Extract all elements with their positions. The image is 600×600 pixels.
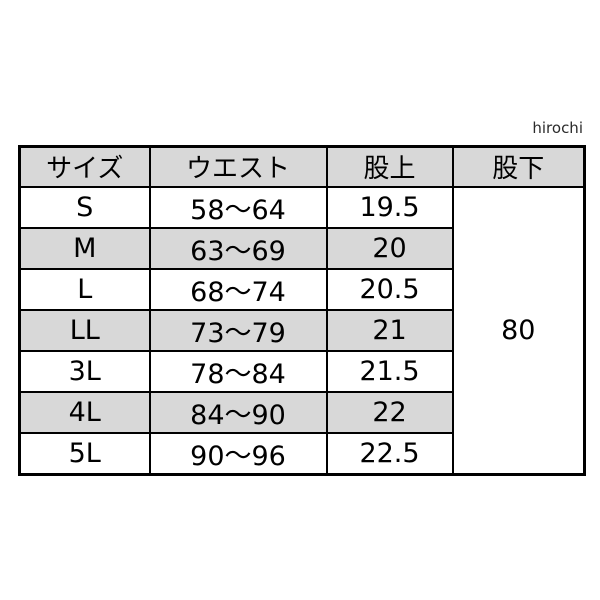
waist-cell: 90〜96 xyxy=(148,431,328,475)
waist-cell: 68〜74 xyxy=(148,267,328,311)
table-row-ll: LL 73〜79 21 xyxy=(18,308,585,352)
inseam-merged-cell: 80 xyxy=(451,185,586,475)
watermark-text: hirochi xyxy=(532,119,583,137)
header-row: サイズ ウエスト 股上 股下 xyxy=(18,145,586,188)
size-cell: S xyxy=(18,185,151,229)
size-cell: M xyxy=(18,226,151,270)
header-cell-waist: ウエスト xyxy=(148,145,328,188)
header-cell-inseam: 股下 xyxy=(451,145,586,188)
table-row-4l: 4L 84〜90 22 xyxy=(18,390,585,434)
rise-cell: 20.5 xyxy=(325,267,454,311)
size-cell: L xyxy=(18,267,151,311)
rise-cell: 19.5 xyxy=(325,185,454,229)
rise-cell: 22.5 xyxy=(325,431,454,475)
size-table: サイズ ウエスト 股上 股下 S 58〜64 19.5 80 M 63〜69 2… xyxy=(18,145,586,476)
table-row-s: S 58〜64 19.5 80 xyxy=(18,185,586,475)
table-row-m: M 63〜69 20 xyxy=(18,226,585,270)
waist-cell: 63〜69 xyxy=(148,226,328,270)
table-row-3l: 3L 78〜84 21.5 xyxy=(18,349,585,393)
waist-cell: 73〜79 xyxy=(148,308,328,352)
table-row-5l: 5L 90〜96 22.5 xyxy=(18,431,585,475)
size-cell: 4L xyxy=(18,390,151,434)
rise-cell: 20 xyxy=(325,226,454,270)
waist-cell: 58〜64 xyxy=(148,185,328,229)
waist-cell: 84〜90 xyxy=(148,390,328,434)
rise-cell: 21.5 xyxy=(325,349,454,393)
size-cell: LL xyxy=(18,308,151,352)
header-cell-size: サイズ xyxy=(18,145,151,188)
rise-cell: 21 xyxy=(325,308,454,352)
header-cell-rise: 股上 xyxy=(325,145,454,188)
size-cell: 3L xyxy=(18,349,151,393)
rise-cell: 22 xyxy=(325,390,454,434)
waist-cell: 78〜84 xyxy=(148,349,328,393)
size-cell: 5L xyxy=(18,431,151,475)
table-row-l: L 68〜74 20.5 xyxy=(18,267,585,311)
